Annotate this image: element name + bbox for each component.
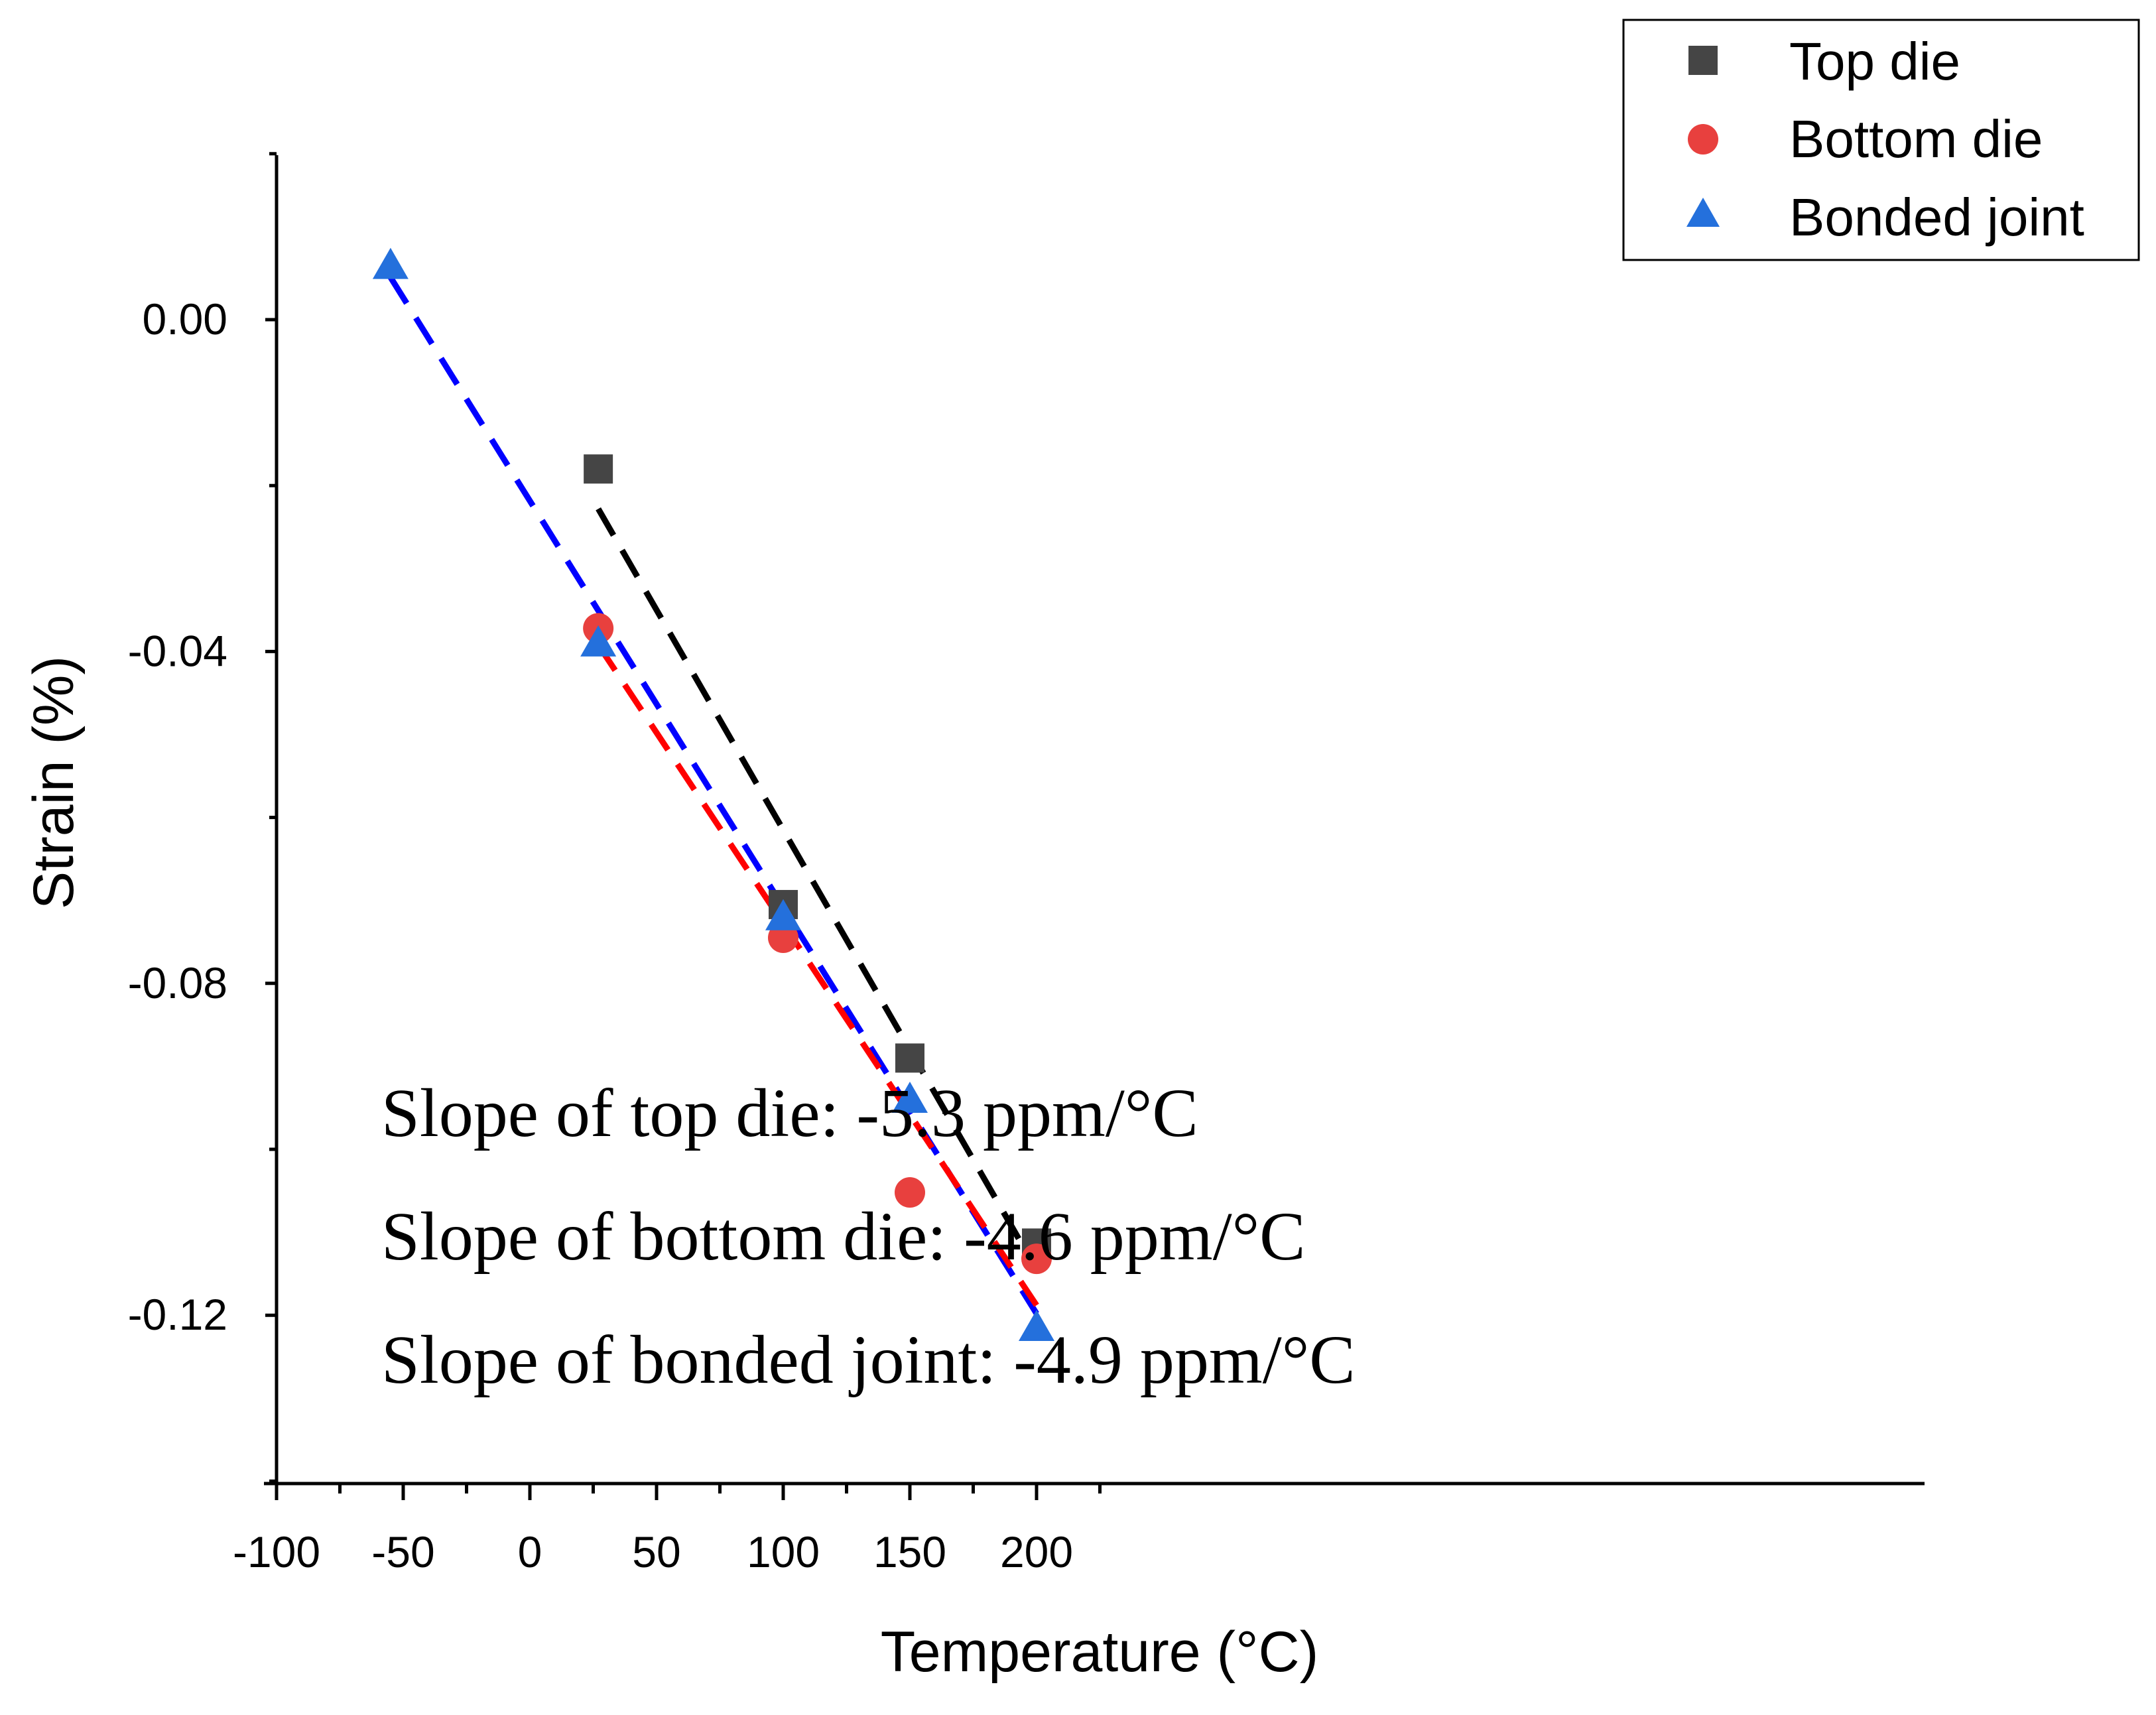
fit-line-top-die bbox=[596, 507, 1039, 1271]
legend: Top die Bottom die Bonded joint bbox=[1622, 19, 2140, 261]
y-ticks: 0.00 -0.04 -0.08 -0.12 bbox=[128, 152, 277, 1483]
legend-circle-marker bbox=[1688, 124, 1718, 155]
legend-item-top-die: Top die bbox=[1688, 32, 1960, 91]
legend-label-bonded-joint: Bonded joint bbox=[1789, 188, 2084, 247]
slope-annotations: Slope of top die: -5.3 ppm/°C Slope of b… bbox=[381, 1075, 1356, 1398]
x-tick-label: 0 bbox=[518, 1527, 542, 1576]
data-point-bonded-joint bbox=[765, 899, 801, 930]
legend-square-marker bbox=[1688, 46, 1718, 75]
data-markers bbox=[372, 247, 1054, 1341]
data-point-bottom-die bbox=[895, 1177, 925, 1208]
y-axis-title: Strain (%) bbox=[22, 656, 86, 909]
legend-triangle-marker bbox=[1686, 198, 1720, 227]
y-tick-label: -0.12 bbox=[128, 1290, 227, 1339]
data-point-bonded-joint bbox=[892, 1081, 928, 1113]
annotation-bonded-joint: Slope of bonded joint: -4.9 ppm/°C bbox=[381, 1322, 1356, 1398]
x-tick-label: -100 bbox=[233, 1527, 320, 1576]
x-ticks: -100 -50 0 50 100 150 200 bbox=[233, 1484, 1102, 1576]
x-tick-label: 100 bbox=[747, 1527, 820, 1576]
data-point-bottom-die bbox=[1021, 1243, 1052, 1275]
y-tick-label: -0.04 bbox=[128, 626, 227, 675]
axes: -100 -50 0 50 100 150 200 0.00 -0.04 -0.08 -0.12 bbox=[128, 152, 1925, 1576]
x-tick-label: 200 bbox=[1000, 1527, 1073, 1576]
legend-label-bottom-die: Bottom die bbox=[1789, 109, 2043, 168]
fit-line-bonded-joint bbox=[388, 275, 1039, 1316]
fit-lines bbox=[388, 275, 1039, 1316]
data-point-top-die bbox=[895, 1043, 924, 1073]
legend-label-top-die: Top die bbox=[1789, 32, 1960, 91]
annotation-top-die: Slope of top die: -5.3 ppm/°C bbox=[381, 1075, 1198, 1151]
fit-line-bottom-die bbox=[596, 643, 1039, 1307]
legend-item-bottom-die: Bottom die bbox=[1688, 109, 2043, 168]
x-tick-label: -50 bbox=[371, 1527, 434, 1576]
x-axis-title: Temperature (°C) bbox=[881, 1620, 1318, 1684]
data-point-bonded-joint bbox=[372, 247, 409, 279]
y-tick-label: 0.00 bbox=[143, 294, 227, 344]
data-point-top-die bbox=[584, 454, 613, 484]
legend-item-bonded-joint: Bonded joint bbox=[1686, 188, 2084, 247]
data-point-bonded-joint bbox=[580, 625, 617, 657]
x-tick-label: 150 bbox=[873, 1527, 946, 1576]
x-tick-label: 50 bbox=[632, 1527, 680, 1576]
annotation-bottom-die: Slope of bottom die: -4.6 ppm/°C bbox=[381, 1198, 1306, 1275]
data-point-bonded-joint bbox=[1019, 1309, 1054, 1341]
y-tick-label: -0.08 bbox=[128, 958, 227, 1007]
